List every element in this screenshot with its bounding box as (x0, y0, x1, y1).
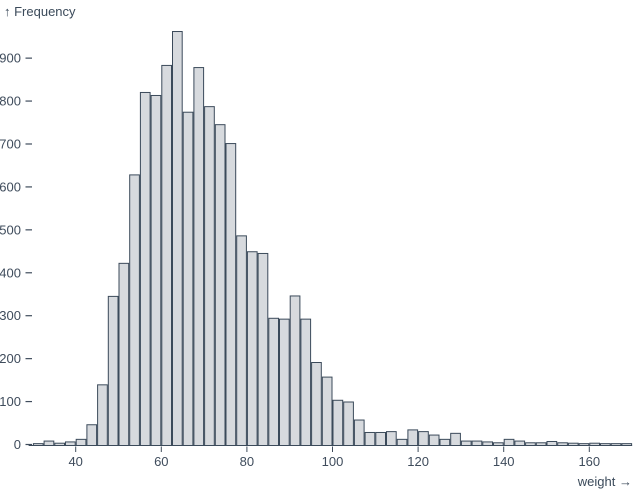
y-tick-label: 800 (0, 94, 21, 109)
histogram-bar (129, 174, 140, 446)
histogram-bar (214, 124, 226, 446)
histogram-bar (386, 431, 397, 446)
x-axis-title: weight → (577, 474, 632, 489)
y-axis-title: ↑ Frequency (4, 4, 76, 19)
x-tick-label: 100 (322, 454, 344, 469)
histogram-bar (118, 262, 130, 446)
histogram-bar (460, 440, 472, 447)
x-tick-label: 140 (493, 454, 515, 469)
histogram-bar (300, 318, 312, 447)
y-tick-label: 900 (0, 51, 21, 66)
y-tick-label: 200 (0, 351, 21, 366)
histogram-bar (471, 440, 483, 447)
histogram-bar (321, 376, 333, 447)
histogram-bar (407, 429, 419, 446)
histogram-bar (439, 438, 451, 447)
histogram-bar (161, 64, 173, 447)
histogram-bar (311, 362, 322, 446)
histogram-bar (514, 440, 526, 447)
x-tick-label: 80 (240, 454, 254, 469)
histogram-bar (236, 235, 247, 446)
histogram-bar (150, 94, 162, 446)
histogram-bar (289, 295, 301, 446)
histogram-bar (396, 438, 408, 447)
y-tick-label: 100 (0, 394, 21, 409)
histogram-bar (204, 106, 215, 446)
y-tick-label: 0 (14, 437, 21, 452)
histogram-bar (268, 317, 279, 447)
histogram-bar (75, 438, 87, 447)
histogram-bar (450, 432, 461, 446)
histogram-bar (332, 399, 344, 446)
histogram-bar (246, 251, 258, 446)
histogram-bar (97, 384, 108, 446)
histogram-bar (418, 431, 429, 446)
histogram-bar (546, 440, 558, 446)
y-tick-label: 400 (0, 265, 21, 280)
histogram-bar (107, 295, 119, 447)
histogram-bar (86, 424, 98, 446)
histogram-bar (139, 91, 151, 446)
x-tick-label: 160 (578, 454, 600, 469)
x-tick-label: 120 (407, 454, 429, 469)
histogram-bar (225, 143, 237, 446)
histogram-bar (375, 431, 386, 447)
x-tick-label: 60 (154, 454, 168, 469)
x-tick-label: 40 (68, 454, 82, 469)
histogram-bar (503, 438, 515, 447)
histogram-bar (343, 401, 354, 446)
histogram-bar (428, 434, 440, 446)
histogram-bar (182, 111, 194, 446)
y-tick-label: 700 (0, 136, 21, 151)
y-tick-label: 500 (0, 222, 21, 237)
histogram-bar (279, 318, 290, 447)
histogram-bar (257, 252, 269, 446)
histogram-bar (482, 441, 493, 447)
histogram-bar (43, 440, 55, 447)
histogram-bar (65, 441, 76, 447)
y-tick-label: 300 (0, 308, 21, 323)
histogram-bar (172, 31, 183, 446)
y-tick-label: 600 (0, 179, 21, 194)
histogram-bar (353, 419, 365, 446)
histogram-bar (364, 431, 376, 447)
histogram-bar (193, 67, 205, 446)
